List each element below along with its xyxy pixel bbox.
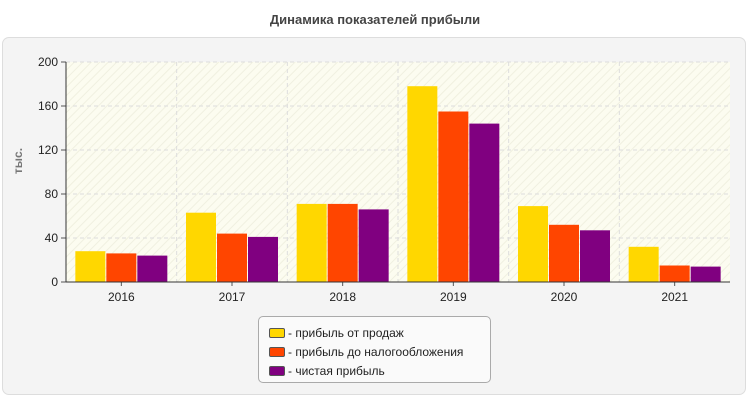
legend-swatch xyxy=(269,327,285,338)
bar-2018-series-1 xyxy=(327,203,358,282)
legend-label: - прибыль от продаж xyxy=(288,325,404,340)
bar-2021-series-2 xyxy=(690,266,721,282)
legend-item[interactable]: - чистая прибыль xyxy=(269,361,490,380)
bar-2017-series-1 xyxy=(217,233,247,282)
bar-2016-series-2 xyxy=(137,255,168,282)
legend-label: - чистая прибыль xyxy=(288,363,385,378)
y-tick-label: 200 xyxy=(38,55,58,69)
x-tick-label: 2016 xyxy=(108,290,135,304)
y-tick-label: 80 xyxy=(45,187,59,201)
bar-2019-series-1 xyxy=(438,111,469,282)
bar-2016-series-1 xyxy=(106,253,137,282)
y-tick-label: 0 xyxy=(51,275,58,289)
y-tick-label: 120 xyxy=(38,143,58,157)
y-axis-label: тыс. xyxy=(11,148,25,174)
bar-2017-series-0 xyxy=(186,212,216,282)
bar-2019-series-2 xyxy=(469,123,500,282)
bar-2017-series-2 xyxy=(248,236,278,282)
y-tick-label: 160 xyxy=(38,99,58,113)
legend-swatch xyxy=(269,365,285,376)
bar-2018-series-0 xyxy=(296,203,327,282)
x-tick-label: 2021 xyxy=(661,290,688,304)
legend-label: - прибыль до налогообложения xyxy=(288,344,464,359)
bar-2021-series-1 xyxy=(659,265,690,282)
legend-swatch xyxy=(269,346,285,357)
chart-title: Динамика показателей прибыли xyxy=(269,12,481,27)
x-tick-label: 2018 xyxy=(329,290,356,304)
x-tick-label: 2020 xyxy=(551,290,578,304)
x-tick-label: 2017 xyxy=(219,290,246,304)
bar-2019-series-0 xyxy=(407,86,438,282)
bar-2018-series-2 xyxy=(358,209,389,282)
legend-item[interactable]: - прибыль от продаж xyxy=(269,323,490,342)
bar-2016-series-0 xyxy=(75,251,106,282)
bar-2020-series-0 xyxy=(518,206,548,282)
legend: - прибыль от продаж - прибыль до налогооб… xyxy=(258,316,491,383)
bar-2020-series-1 xyxy=(549,224,579,282)
legend-item[interactable]: - прибыль до налогообложения xyxy=(269,342,490,361)
x-tick-label: 2019 xyxy=(440,290,467,304)
bar-2020-series-2 xyxy=(580,230,610,282)
y-tick-label: 40 xyxy=(45,231,59,245)
bar-2021-series-0 xyxy=(628,246,659,282)
